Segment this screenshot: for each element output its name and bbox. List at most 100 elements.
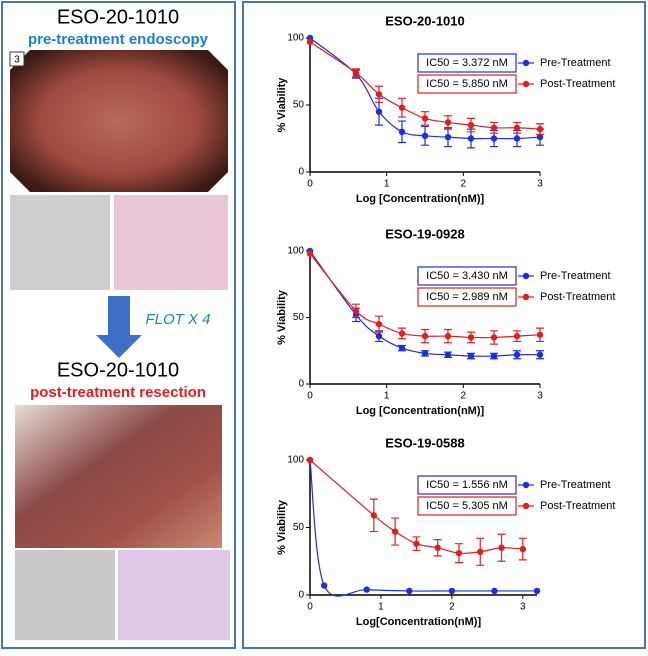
fit-curve xyxy=(309,253,541,339)
y-axis-label: % Viability xyxy=(276,289,288,345)
fit-curve xyxy=(309,41,541,130)
data-point xyxy=(352,69,360,77)
data-point xyxy=(306,250,314,257)
data-point xyxy=(498,544,505,551)
data-point xyxy=(444,133,452,141)
y-tick-label: 0 xyxy=(298,590,304,601)
legend-label: Post-Treatment xyxy=(540,78,615,90)
annotation-box xyxy=(417,287,517,307)
data-point xyxy=(490,124,498,131)
data-point xyxy=(375,320,383,328)
data-point xyxy=(536,133,544,141)
chart-title: ESO-19-0928 xyxy=(385,226,465,241)
x-tick-label: 3 xyxy=(520,602,526,613)
y-tick-label: 100 xyxy=(287,33,304,44)
chart-title: ESO-19-0588 xyxy=(385,435,465,450)
data-point xyxy=(490,135,498,142)
data-point xyxy=(536,331,544,338)
caption: post-treatment resection xyxy=(30,384,206,401)
x-tick-label: 1 xyxy=(384,391,390,402)
annotation: IC50 = 3.430 nM xyxy=(426,270,508,282)
data-point xyxy=(467,121,475,129)
data-point xyxy=(398,104,406,111)
legend-label: Pre-Treatment xyxy=(540,57,611,69)
data-point xyxy=(444,332,452,340)
data-point xyxy=(306,456,314,464)
x-tick-label: 3 xyxy=(537,391,543,402)
data-point xyxy=(519,545,527,553)
data-point xyxy=(513,124,521,131)
legend-label: Pre-Treatment xyxy=(540,479,611,491)
data-point xyxy=(467,135,475,142)
legend-marker xyxy=(522,502,530,510)
data-point xyxy=(467,352,475,360)
data-point xyxy=(391,528,399,535)
legend-label: Post-Treatment xyxy=(540,291,615,303)
y-axis-label: % Viability xyxy=(276,77,288,133)
data-point xyxy=(444,119,452,126)
annotation-box xyxy=(417,496,517,516)
data-point xyxy=(375,108,383,115)
data-point xyxy=(490,352,498,360)
data-point xyxy=(398,330,406,337)
data-point xyxy=(536,351,544,358)
y-tick-label: 0 xyxy=(298,167,304,178)
data-point xyxy=(513,351,521,358)
histology-image xyxy=(114,195,228,290)
data-point xyxy=(513,135,521,142)
data-point xyxy=(375,332,383,340)
legend-marker xyxy=(522,272,530,280)
data-point xyxy=(533,587,541,595)
y-tick-label: 50 xyxy=(293,100,305,111)
endoscopy-image xyxy=(10,50,228,192)
data-point xyxy=(352,307,360,315)
data-point xyxy=(398,344,406,352)
x-tick-label: 0 xyxy=(307,179,313,190)
data-point xyxy=(413,540,420,547)
x-axis-label: Log[Concentration(nM)] xyxy=(356,616,482,628)
resection-image xyxy=(15,405,222,548)
sample-id: ESO-20-1010 xyxy=(57,6,179,28)
image-number: 3 xyxy=(14,55,20,66)
data-point xyxy=(444,351,452,358)
annotation: IC50 = 5.850 nM xyxy=(426,78,508,90)
data-point xyxy=(467,334,475,341)
right-frame xyxy=(242,1,646,649)
data-point xyxy=(513,332,521,340)
left-frame xyxy=(1,1,236,649)
legend-label: Post-Treatment xyxy=(540,500,615,512)
data-point xyxy=(398,128,406,135)
x-axis-label: Log [Concentration(nM)] xyxy=(356,405,485,417)
caption: pre-treatment endoscopy xyxy=(28,31,209,48)
fit-curve xyxy=(309,37,541,140)
data-point xyxy=(434,544,441,551)
image-number-box xyxy=(9,51,25,67)
x-tick-label: 3 xyxy=(537,179,543,190)
data-point xyxy=(320,582,328,589)
arrow xyxy=(96,296,142,358)
x-tick-label: 2 xyxy=(449,602,455,613)
x-tick-label: 1 xyxy=(384,179,390,190)
data-point xyxy=(375,91,383,98)
x-tick-label: 1 xyxy=(378,602,384,613)
data-point xyxy=(370,512,378,519)
treatment-label: FLOT X 4 xyxy=(145,311,210,328)
data-point xyxy=(490,334,498,341)
annotation-box xyxy=(417,266,517,286)
fit-curve xyxy=(309,250,541,357)
y-tick-label: 100 xyxy=(287,455,304,466)
y-tick-label: 100 xyxy=(287,246,304,257)
sample-id: ESO-20-1010 xyxy=(57,359,179,381)
annotation: IC50 = 5.305 nM xyxy=(426,500,508,512)
organoid-image xyxy=(10,195,110,290)
x-tick-label: 0 xyxy=(307,391,313,402)
data-point xyxy=(421,132,429,140)
data-point xyxy=(455,549,463,557)
histology-image xyxy=(118,550,230,640)
data-point xyxy=(491,587,498,595)
legend-marker xyxy=(522,80,530,88)
data-point xyxy=(363,586,370,593)
annotation: IC50 = 3.372 nM xyxy=(426,57,508,69)
x-tick-label: 0 xyxy=(307,602,313,613)
